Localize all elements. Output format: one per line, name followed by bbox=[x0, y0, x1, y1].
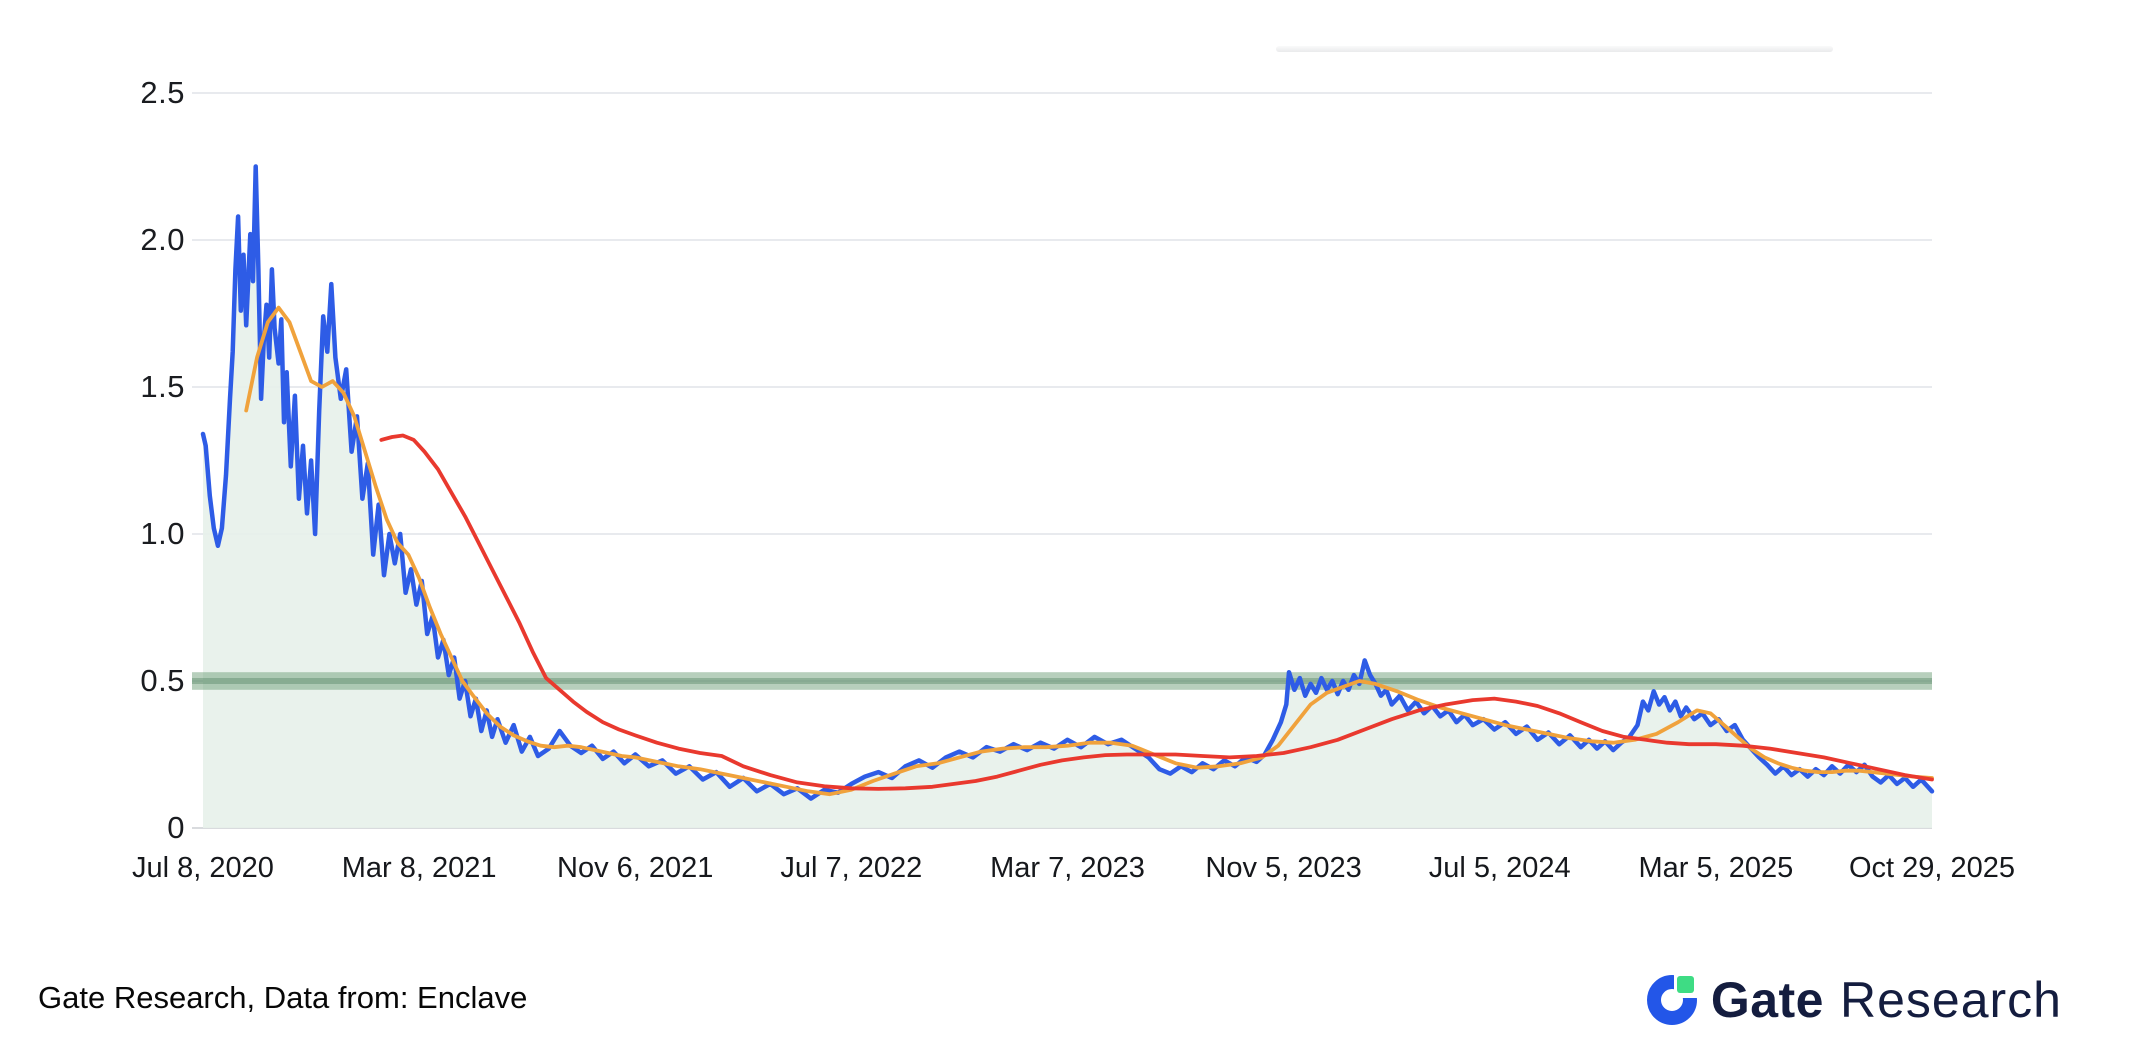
area-fill bbox=[203, 166, 1932, 828]
y-axis-tick-label: 1.0 bbox=[140, 516, 185, 551]
x-axis-tick-label: Mar 8, 2021 bbox=[341, 852, 497, 884]
x-axis-tick-label: Oct 29, 2025 bbox=[1848, 852, 2016, 884]
x-axis-tick-label: Jul 8, 2020 bbox=[132, 852, 274, 884]
x-axis-tick-label: Nov 5, 2023 bbox=[1205, 852, 1362, 884]
gate-research-logo: Gate Research bbox=[1646, 972, 2062, 1028]
red_ma_long-line bbox=[379, 433, 1934, 791]
threshold-band-core bbox=[192, 678, 1932, 684]
gate-logo-green-square bbox=[1676, 976, 1694, 993]
y-axis-tick-label: 0 bbox=[167, 810, 185, 845]
x-axis-tick-label: Jul 7, 2022 bbox=[780, 852, 923, 884]
logo-text-gate: Gate bbox=[1710, 972, 1824, 1028]
source-attribution: Gate Research, Data from: Enclave bbox=[38, 980, 528, 1015]
faint-divider-line bbox=[1276, 46, 1833, 52]
y-axis-tick-label: 1.5 bbox=[140, 369, 185, 404]
gate-logo-icon bbox=[1646, 975, 1697, 1025]
y-axis-tick-label: 0.5 bbox=[140, 663, 185, 698]
x-axis-tick-label: Mar 5, 2025 bbox=[1638, 852, 1794, 884]
y-axis-tick-label: 2.0 bbox=[140, 222, 185, 257]
x-axis-tick-label: Nov 6, 2021 bbox=[557, 852, 714, 884]
y-axis-tick-label: 2.5 bbox=[140, 75, 185, 110]
logo-text-research: Research bbox=[1840, 972, 2062, 1028]
x-axis-tick-label: Jul 5, 2024 bbox=[1428, 852, 1571, 884]
threshold-band bbox=[192, 672, 1932, 690]
x-axis-tick-label: Mar 7, 2023 bbox=[990, 852, 1145, 884]
orange_ma_short-line bbox=[244, 305, 1934, 797]
